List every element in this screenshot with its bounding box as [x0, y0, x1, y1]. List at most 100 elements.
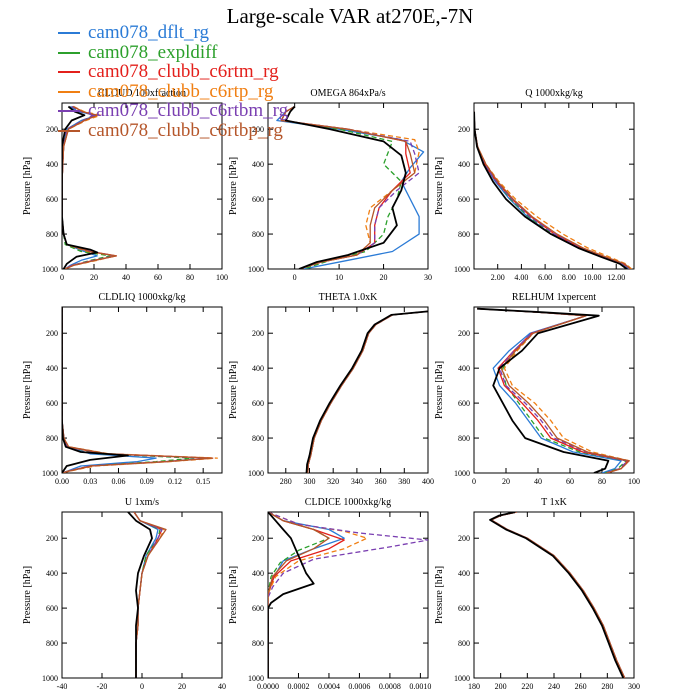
y-tick-label: 600	[46, 399, 58, 408]
x-tick-label: 8.00	[562, 273, 576, 282]
y-axis-label: Pressure [hPa]	[22, 566, 33, 624]
x-tick-label: 0	[140, 682, 144, 691]
y-tick-label: 400	[458, 569, 470, 578]
series-line-3	[62, 307, 214, 473]
y-tick-label: 600	[252, 195, 264, 204]
y-axis-label: Pressure [hPa]	[228, 566, 239, 624]
panel-frame	[473, 511, 635, 679]
x-tick-label: 20	[178, 682, 186, 691]
y-tick-label: 200	[46, 125, 58, 134]
panel-frame	[61, 306, 223, 474]
y-tick-label: 600	[458, 195, 470, 204]
legend-label: cam078_expldiff	[88, 41, 218, 63]
series-line-7	[62, 307, 129, 473]
x-tick-label: -20	[97, 682, 108, 691]
y-tick-label: 400	[252, 160, 264, 169]
x-tick-label: 0.15	[196, 477, 210, 486]
x-tick-label: 180	[468, 682, 480, 691]
x-tick-label: 280	[280, 477, 292, 486]
panel-title: CLDLIQ 1000xkg/kg	[99, 292, 186, 303]
series-line-2	[474, 111, 631, 269]
series-line-6	[62, 105, 118, 269]
x-tick-label: 0.0004	[318, 682, 340, 691]
panel-8: CLDICE 1000xkg/kg Pressure [hPa] 200 400 600…	[228, 497, 431, 691]
series-line-6	[133, 512, 167, 678]
legend-swatch	[58, 51, 80, 54]
series-line-5	[62, 307, 209, 473]
x-tick-label: 10.00	[584, 273, 602, 282]
x-tick-label: 6.00	[538, 273, 552, 282]
legend-label: cam078_dflt_rg	[88, 22, 210, 43]
series-line-1	[133, 512, 159, 678]
x-tick-label: 280	[601, 682, 613, 691]
panel-5: THETA 1.0xK Pressure [hPa] 200 400 600 800 100…	[228, 292, 434, 486]
series-line-7	[284, 105, 407, 269]
x-tick-label: 2.00	[491, 273, 505, 282]
legend-label: cam078_clubb_c6rtm_rg	[88, 61, 279, 82]
x-tick-label: 0.0002	[287, 682, 309, 691]
x-tick-label: 300	[628, 682, 640, 691]
series-line-6	[477, 308, 630, 473]
y-tick-label: 600	[46, 195, 58, 204]
x-tick-label: 12.00	[607, 273, 625, 282]
series-line-2	[62, 307, 195, 473]
y-tick-label: 200	[252, 329, 264, 338]
y-tick-label: 800	[252, 639, 264, 648]
y-tick-label: 200	[252, 534, 264, 543]
x-tick-label: 340	[351, 477, 363, 486]
series-line-2	[268, 512, 330, 678]
y-tick-label: 400	[46, 364, 58, 373]
x-tick-label: 80	[186, 273, 194, 282]
y-tick-label: 800	[46, 230, 58, 239]
panel-title: Q 1000xkg/kg	[525, 88, 583, 99]
y-tick-label: 600	[252, 399, 264, 408]
legend-label: cam078_clubb_c6rtbm_rg	[88, 100, 289, 121]
x-tick-label: 260	[575, 682, 587, 691]
x-tick-label: 320	[327, 477, 339, 486]
panel-title: CLDICE 1000xkg/kg	[305, 497, 391, 508]
y-tick-label: 1000	[42, 674, 58, 683]
series-line-6	[474, 111, 631, 269]
y-tick-label: 800	[458, 434, 470, 443]
series-line-4	[133, 512, 165, 678]
x-tick-label: 0.03	[83, 477, 97, 486]
x-tick-label: 380	[398, 477, 410, 486]
series-line-7	[305, 310, 428, 473]
y-axis-label: Pressure [hPa]	[22, 361, 33, 419]
y-tick-label: 400	[46, 569, 58, 578]
x-tick-label: 240	[548, 682, 560, 691]
series-line-7	[489, 512, 625, 678]
panel-title: CLOUD 100xfraction	[98, 88, 186, 99]
y-tick-label: 400	[252, 364, 264, 373]
panel-frame	[61, 511, 223, 679]
y-tick-label: 600	[458, 399, 470, 408]
y-tick-label: 800	[458, 230, 470, 239]
x-tick-label: 360	[375, 477, 387, 486]
y-tick-label: 600	[46, 604, 58, 613]
y-tick-label: 1000	[42, 469, 58, 478]
y-axis-label: Pressure [hPa]	[22, 157, 33, 215]
series-line-6	[490, 512, 626, 678]
y-tick-label: 600	[252, 604, 264, 613]
panel-title: RELHUM 1xpercent	[512, 292, 596, 303]
figure-title: Large-scale VAR at270E,-7N	[226, 4, 474, 28]
y-tick-label: 1000	[42, 265, 58, 274]
series-line-3	[490, 512, 626, 678]
y-axis-label: Pressure [hPa]	[228, 361, 239, 419]
panel-title: OMEGA 864xPa/s	[310, 88, 385, 99]
x-tick-label: 100	[628, 477, 640, 486]
legend-label: cam078_clubb_c6rtp_rg	[88, 80, 274, 102]
series-line-1	[490, 512, 626, 678]
x-tick-label: 30	[424, 273, 432, 282]
y-tick-label: 800	[46, 434, 58, 443]
x-tick-label: 40	[218, 682, 226, 691]
series-line-4	[62, 307, 218, 473]
x-tick-label: 40	[534, 477, 542, 486]
series-line-4	[490, 512, 626, 678]
panel-frame	[267, 102, 429, 270]
y-tick-label: 600	[458, 604, 470, 613]
